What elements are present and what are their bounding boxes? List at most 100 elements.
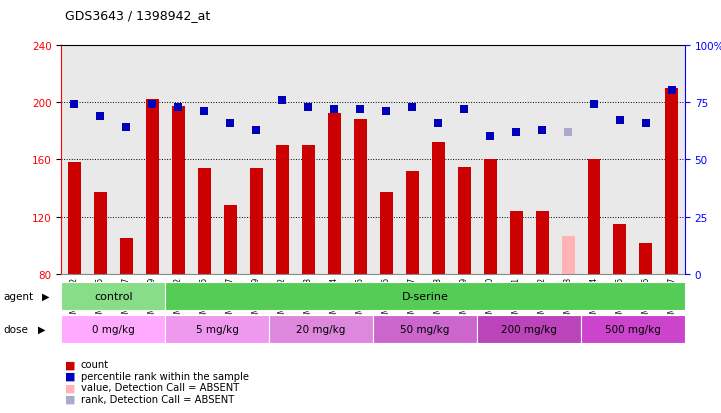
Bar: [198, 169, 211, 275]
Text: agent: agent: [3, 292, 33, 301]
Point: [666, 88, 678, 95]
Bar: [321, 45, 347, 275]
Bar: [484, 160, 497, 275]
Point: [562, 129, 574, 136]
Point: [614, 118, 626, 124]
Point: [94, 113, 106, 120]
Text: ■: ■: [65, 382, 76, 392]
Bar: [588, 160, 601, 275]
Point: [381, 109, 392, 115]
Text: 20 mg/kg: 20 mg/kg: [296, 324, 346, 335]
Bar: [607, 45, 633, 275]
Point: [485, 134, 496, 140]
Bar: [562, 236, 575, 275]
Bar: [529, 45, 555, 275]
Text: ■: ■: [65, 394, 76, 404]
Bar: [87, 45, 113, 275]
Bar: [217, 45, 243, 275]
Text: count: count: [81, 359, 109, 369]
Bar: [353, 120, 366, 275]
Text: ▶: ▶: [37, 324, 45, 334]
Text: ■: ■: [65, 359, 76, 369]
Point: [536, 127, 548, 133]
Bar: [165, 282, 685, 310]
Bar: [399, 45, 425, 275]
Point: [224, 120, 236, 127]
Point: [407, 104, 418, 111]
Point: [588, 102, 600, 108]
Bar: [269, 45, 295, 275]
Bar: [536, 211, 549, 275]
Bar: [191, 45, 217, 275]
Bar: [120, 239, 133, 275]
Bar: [347, 45, 373, 275]
Point: [276, 97, 288, 104]
Point: [198, 109, 210, 115]
Bar: [581, 316, 685, 343]
Bar: [640, 243, 653, 275]
Point: [146, 102, 158, 108]
Bar: [477, 316, 581, 343]
Bar: [172, 107, 185, 275]
Bar: [249, 169, 262, 275]
Point: [459, 106, 470, 113]
Bar: [113, 45, 139, 275]
Point: [640, 120, 652, 127]
Bar: [659, 45, 685, 275]
Bar: [61, 282, 165, 310]
Bar: [425, 45, 451, 275]
Point: [433, 120, 444, 127]
Text: percentile rank within the sample: percentile rank within the sample: [81, 371, 249, 381]
Bar: [458, 167, 471, 275]
Bar: [665, 88, 678, 275]
Bar: [224, 206, 236, 275]
Text: 50 mg/kg: 50 mg/kg: [400, 324, 450, 335]
Bar: [94, 193, 107, 275]
Text: ■: ■: [65, 371, 76, 381]
Bar: [61, 45, 87, 275]
Bar: [380, 193, 393, 275]
Bar: [581, 45, 607, 275]
Point: [354, 106, 366, 113]
Point: [302, 104, 314, 111]
Bar: [477, 45, 503, 275]
Point: [172, 104, 184, 111]
Bar: [139, 45, 165, 275]
Bar: [327, 114, 340, 275]
Bar: [295, 45, 321, 275]
Point: [510, 129, 522, 136]
Bar: [165, 45, 191, 275]
Bar: [451, 45, 477, 275]
Bar: [165, 316, 269, 343]
Bar: [503, 45, 529, 275]
Bar: [406, 171, 419, 275]
Text: value, Detection Call = ABSENT: value, Detection Call = ABSENT: [81, 382, 239, 392]
Text: rank, Detection Call = ABSENT: rank, Detection Call = ABSENT: [81, 394, 234, 404]
Bar: [510, 211, 523, 275]
Bar: [373, 316, 477, 343]
Bar: [301, 146, 314, 275]
Bar: [614, 225, 627, 275]
Text: 500 mg/kg: 500 mg/kg: [605, 324, 661, 335]
Point: [68, 102, 80, 108]
Text: 200 mg/kg: 200 mg/kg: [501, 324, 557, 335]
Bar: [555, 45, 581, 275]
Text: ▶: ▶: [42, 292, 49, 301]
Bar: [269, 316, 373, 343]
Text: dose: dose: [3, 324, 28, 334]
Bar: [243, 45, 269, 275]
Bar: [146, 100, 159, 275]
Text: D-serine: D-serine: [402, 291, 448, 301]
Text: GDS3643 / 1398942_at: GDS3643 / 1398942_at: [65, 9, 210, 21]
Bar: [61, 316, 165, 343]
Bar: [633, 45, 659, 275]
Point: [328, 106, 340, 113]
Text: control: control: [94, 291, 133, 301]
Point: [120, 125, 132, 131]
Text: 5 mg/kg: 5 mg/kg: [196, 324, 239, 335]
Bar: [432, 143, 445, 275]
Point: [250, 127, 262, 133]
Bar: [373, 45, 399, 275]
Bar: [68, 163, 81, 275]
Bar: [275, 146, 288, 275]
